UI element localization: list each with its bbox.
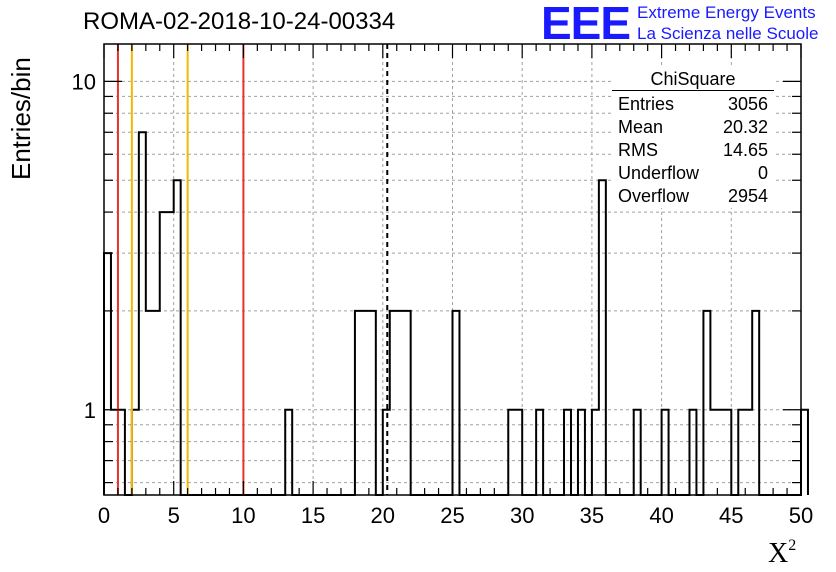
stats-label: RMS bbox=[618, 140, 658, 160]
x-axis-label: X2 bbox=[768, 537, 796, 570]
stats-value: 14.65 bbox=[722, 140, 768, 160]
histogram-bin bbox=[369, 311, 376, 495]
stats-label: Entries bbox=[618, 94, 675, 114]
y-tick-label: 10 bbox=[72, 69, 96, 94]
histogram-bin bbox=[167, 212, 174, 495]
x-tick-label: 10 bbox=[231, 503, 255, 528]
histogram-bin bbox=[146, 311, 153, 495]
stats-value: 0 bbox=[757, 163, 768, 183]
histogram-bin bbox=[508, 410, 515, 495]
histogram-bin bbox=[453, 311, 460, 495]
histogram-bin bbox=[515, 410, 522, 495]
histogram-bin bbox=[160, 212, 167, 495]
histogram-bin bbox=[153, 311, 160, 495]
stats-value: 2954 bbox=[727, 186, 768, 206]
histogram-bin bbox=[404, 311, 411, 495]
histogram-bin bbox=[717, 410, 724, 495]
stats-value: 20.32 bbox=[722, 117, 768, 137]
x-tick-label: 0 bbox=[98, 503, 110, 528]
x-axis-label-superscript: 2 bbox=[788, 537, 797, 554]
x-tick-label: 25 bbox=[440, 503, 464, 528]
eee-logo: EEE bbox=[541, 0, 631, 49]
x-tick-label: 45 bbox=[719, 503, 743, 528]
histogram-bin bbox=[689, 410, 696, 495]
histogram-bin bbox=[174, 180, 181, 495]
x-tick-label: 5 bbox=[168, 503, 180, 528]
stats-label: Underflow bbox=[618, 163, 700, 183]
histogram-bin bbox=[801, 410, 808, 495]
histogram-bin bbox=[285, 410, 292, 495]
histogram-bin bbox=[599, 180, 606, 495]
histogram-bin bbox=[752, 311, 759, 495]
stats-row-mean: Mean 20.32 bbox=[612, 116, 774, 139]
histogram-bin bbox=[390, 311, 397, 495]
histogram-bin bbox=[745, 410, 752, 495]
x-tick-label: 50 bbox=[789, 503, 813, 528]
histogram-bin bbox=[397, 311, 404, 495]
y-axis-label: Entries/bin bbox=[6, 57, 36, 180]
marker-lines-layer bbox=[116, 44, 389, 495]
stats-row-rms: RMS 14.65 bbox=[612, 139, 774, 162]
histogram-bin bbox=[536, 410, 543, 495]
logo-line-2: La Scienza nelle Scuole bbox=[637, 24, 819, 43]
histogram-bin bbox=[703, 311, 710, 495]
run-title: ROMA-02-2018-10-24-00334 bbox=[83, 8, 396, 35]
x-axis-label-base: X bbox=[768, 538, 789, 569]
stats-row-entries: Entries 3056 bbox=[612, 93, 774, 116]
stats-box: ChiSquare Entries 3056 Mean 20.32 RMS 14… bbox=[612, 68, 774, 208]
histogram-bin bbox=[139, 132, 146, 495]
x-tick-label: 30 bbox=[510, 503, 534, 528]
stats-row-underflow: Underflow 0 bbox=[612, 162, 774, 185]
histogram-bin bbox=[132, 410, 139, 495]
histogram-bin bbox=[634, 410, 641, 495]
logo-line-1: Extreme Energy Events bbox=[637, 3, 816, 22]
histogram-bin bbox=[662, 410, 669, 495]
histogram-bin bbox=[578, 410, 585, 495]
histogram-bin bbox=[564, 410, 571, 495]
stats-label: Overflow bbox=[618, 186, 690, 206]
histogram-bin bbox=[738, 410, 745, 495]
stats-row-overflow: Overflow 2954 bbox=[612, 185, 774, 208]
x-tick-label: 40 bbox=[649, 503, 673, 528]
histogram-bin bbox=[592, 410, 599, 495]
histogram-bin bbox=[118, 410, 125, 495]
histogram-bin bbox=[710, 410, 717, 495]
stats-value: 3056 bbox=[727, 94, 768, 114]
histogram-bin bbox=[724, 410, 731, 495]
histogram-bin bbox=[104, 253, 111, 495]
stats-label: Mean bbox=[618, 117, 664, 137]
histogram-bin bbox=[355, 311, 362, 495]
axis-layer: 0 5 10 15 20 25 30 35 40 45 50 1 10 bbox=[72, 43, 813, 528]
histogram-bin bbox=[362, 311, 369, 495]
x-tick-label: 15 bbox=[301, 503, 325, 528]
stats-title: ChiSquare bbox=[612, 68, 774, 91]
x-tick-label: 35 bbox=[580, 503, 604, 528]
y-tick-label: 1 bbox=[84, 398, 96, 423]
x-tick-label: 20 bbox=[371, 503, 395, 528]
